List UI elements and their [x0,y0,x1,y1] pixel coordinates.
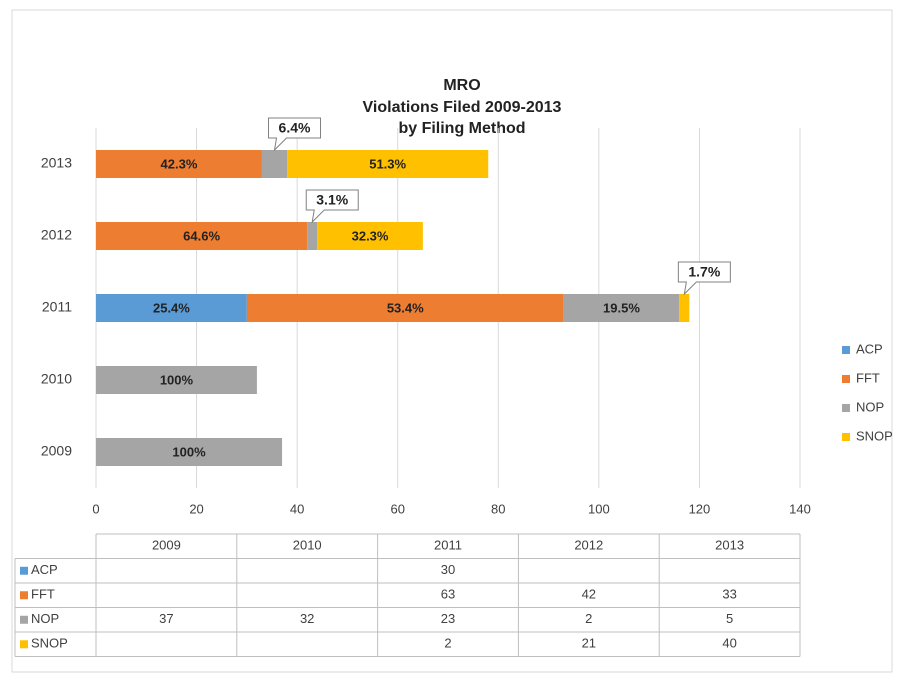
chart-title: Violations Filed 2009-2013 [363,99,562,116]
chart-border [11,9,893,673]
callout-box [677,261,731,296]
legend-label: NOP [856,399,884,414]
bar-segment [246,294,564,322]
x-tick-label: 0 [92,501,99,516]
table-row-label: ACP [31,562,58,577]
y-tick-label: 2009 [41,443,72,459]
table-cell: 63 [441,587,455,602]
data-label: 51.3% [369,156,406,171]
table-cell: 23 [441,611,455,626]
x-tick-label: 140 [789,501,811,516]
table-header: 2009 [152,538,181,553]
table-cell: 21 [582,636,596,651]
bar-segment [96,438,283,466]
data-label: 42.3% [161,156,198,171]
table-cell: 30 [441,562,455,577]
legend-label: SNOP [856,428,893,443]
table-cell: 42 [582,587,596,602]
chart-title: MRO [443,77,480,94]
table-header: 2011 [434,538,462,553]
callout-box [268,117,322,152]
legend-label: FFT [856,370,880,385]
y-tick-label: 2010 [41,371,72,387]
table-cell: 2 [444,636,451,651]
table-swatch [20,615,28,624]
callout-box [305,189,359,224]
chart-title: by Filing Method [398,120,525,137]
x-tick-label: 100 [588,501,610,516]
data-label: 1.7% [688,264,720,280]
y-tick-label: 2013 [41,155,72,171]
bar-segment [679,294,690,322]
table-cell: 32 [300,611,314,626]
table-swatch [20,591,28,600]
data-label: 19.5% [603,300,640,315]
table-cell: 2 [585,611,592,626]
legend-label: ACP [856,341,883,356]
legend-swatch [842,346,850,354]
table-cell: 33 [722,587,736,602]
data-label: 100% [172,444,206,459]
bar-segment [287,150,489,178]
bar-segment [96,294,247,322]
data-label: 32.3% [352,228,389,243]
bar-segment [317,222,423,250]
table-cell: 40 [722,636,736,651]
table-row-label: FFT [31,587,55,602]
table-cell: 5 [726,611,733,626]
y-tick-label: 2011 [42,299,72,315]
table-header: 2013 [715,538,744,553]
bar-segment [96,366,257,394]
table-swatch [20,566,28,575]
table-row-label: NOP [31,611,59,626]
data-label: 3.1% [316,192,348,208]
data-label: 25.4% [153,300,190,315]
data-label: 53.4% [387,300,424,315]
table-row-label: SNOP [31,636,68,651]
bar-segment [563,294,680,322]
data-label: 100% [160,372,194,387]
bar-segment [96,222,308,250]
data-label: 6.4% [279,120,311,136]
table-header: 2010 [293,538,322,553]
x-tick-label: 20 [189,501,203,516]
table-header: 2012 [574,538,603,553]
legend-swatch [842,433,850,441]
table-swatch [20,640,28,649]
legend-swatch [842,404,850,412]
data-label: 64.6% [183,228,220,243]
bar-segment [96,150,262,178]
bar-segment [307,222,318,250]
y-tick-label: 2012 [41,227,72,243]
table-cell: 37 [159,611,173,626]
bar-segment [261,150,288,178]
x-tick-label: 120 [689,501,711,516]
x-tick-label: 80 [491,501,505,516]
x-tick-label: 60 [390,501,404,516]
legend-swatch [842,375,850,383]
x-tick-label: 40 [290,501,304,516]
